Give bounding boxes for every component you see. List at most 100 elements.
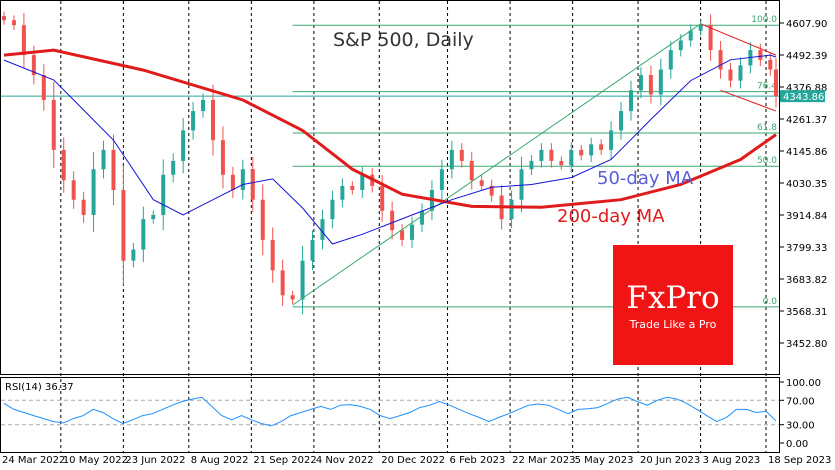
candle-body	[728, 69, 733, 81]
logo-name: FxPro	[626, 280, 719, 316]
x-tick-label: 4 Nov 2022	[316, 455, 374, 466]
candle-body	[11, 20, 16, 26]
candle-body	[141, 219, 146, 250]
candle-body	[569, 149, 574, 166]
rsi-tick-label: 30.00	[786, 421, 815, 432]
candle-body	[539, 149, 544, 161]
candle-body	[121, 190, 126, 261]
y-tick-label: 4492.39	[786, 51, 827, 62]
y-tick-label: 3799.33	[786, 243, 827, 254]
x-tick-label: 5 May 2023	[575, 455, 634, 466]
candle-body	[81, 199, 86, 215]
y-tick-label: 4030.35	[786, 179, 827, 190]
y-tick-label: 3568.31	[786, 307, 827, 318]
current-price-tag	[780, 90, 825, 103]
candle-body	[71, 180, 76, 200]
x-tick-label: 18 Sep 2023	[768, 455, 831, 466]
candle-body	[509, 199, 514, 220]
x-tick-label: 22 Mar 2023	[512, 455, 575, 466]
chart-title: S&P 500, Daily	[333, 29, 474, 51]
candle-body	[230, 174, 235, 191]
candle-body	[410, 224, 415, 240]
logo-tagline: Trade Like a Pro	[629, 318, 717, 331]
candle-body	[101, 149, 106, 170]
candle-body	[380, 185, 385, 211]
fib-level-label: 61.8	[757, 123, 777, 133]
candle-body	[419, 210, 424, 225]
candle-body	[768, 59, 773, 70]
candle-body	[220, 140, 225, 175]
y-tick-label: 3452.80	[786, 339, 827, 350]
candle-body	[21, 25, 26, 56]
candle-body	[449, 149, 454, 170]
candle-body	[300, 260, 305, 300]
x-tick-label: 20 Dec 2022	[381, 455, 445, 466]
candle-body	[774, 69, 778, 97]
current-price-label: 4343.86	[783, 92, 824, 103]
candle-body	[91, 169, 96, 215]
candle-body	[260, 199, 265, 240]
candle-body	[579, 149, 584, 156]
candle-body	[549, 149, 554, 161]
candle-body	[171, 160, 176, 175]
candle-body	[151, 214, 156, 220]
candle-body	[191, 111, 196, 131]
rsi-tick-label: 0.00	[786, 439, 808, 450]
candle-body	[2, 16, 6, 21]
ma50-label: 50-day MA	[597, 168, 694, 189]
candle-body	[718, 50, 723, 70]
candle-body	[698, 25, 703, 31]
candle-body	[479, 180, 484, 186]
fib-level-label: 100.0	[751, 15, 777, 25]
fib-level-label: 0.0	[763, 297, 778, 307]
x-tick-label: 3 Aug 2023	[703, 455, 761, 466]
fxpro-logo: FxPro Trade Like a Pro	[613, 245, 733, 365]
candle-body	[459, 149, 464, 161]
candle-body	[599, 144, 604, 150]
candle-body	[161, 174, 166, 215]
y-tick-label: 4261.37	[786, 115, 827, 126]
y-tick-label: 3683.82	[786, 275, 827, 286]
candle-body	[708, 25, 713, 51]
candle-body	[648, 75, 653, 95]
candle-body	[181, 130, 186, 161]
candle-body	[360, 174, 365, 191]
candle-body	[678, 40, 683, 51]
candle-body	[668, 50, 673, 70]
candle-body	[489, 185, 494, 196]
candle-body	[111, 149, 116, 191]
x-tick-label: 23 Jun 2022	[125, 455, 185, 466]
candle-body	[330, 199, 335, 220]
candle-body	[201, 99, 206, 112]
ma200-line	[3, 48, 777, 209]
candle-body	[51, 99, 56, 150]
candle-body	[350, 185, 355, 191]
rsi-line	[3, 396, 777, 427]
candle-body	[688, 30, 693, 41]
candle-body	[250, 169, 255, 200]
y-tick-label: 4376.88	[786, 83, 827, 94]
candle-body	[61, 149, 66, 181]
y-tick-label: 4607.90	[786, 19, 827, 30]
candle-body	[210, 99, 215, 141]
candle-body	[390, 210, 395, 231]
candle-body	[290, 295, 295, 300]
candle-body	[280, 270, 285, 296]
candle-body	[240, 169, 245, 191]
price-panel	[0, 0, 780, 375]
candle-body	[131, 249, 136, 261]
x-tick-label: 24 Mar 2022	[2, 455, 65, 466]
rsi-panel	[0, 377, 780, 453]
candle-body	[619, 111, 624, 131]
candle-body	[439, 169, 444, 191]
candle-body	[320, 219, 325, 240]
x-tick-label: 10 May 2022	[63, 455, 128, 466]
candle-body	[340, 185, 345, 200]
candle-body	[270, 239, 275, 271]
x-tick-label: 21 Sep 2022	[253, 455, 316, 466]
x-tick-label: 6 Feb 2023	[450, 455, 506, 466]
candle-body	[589, 144, 594, 156]
fib-level-label: 50.0	[757, 156, 777, 166]
rsi-tick-label: 100.00	[786, 378, 821, 389]
candle-body	[529, 160, 534, 170]
